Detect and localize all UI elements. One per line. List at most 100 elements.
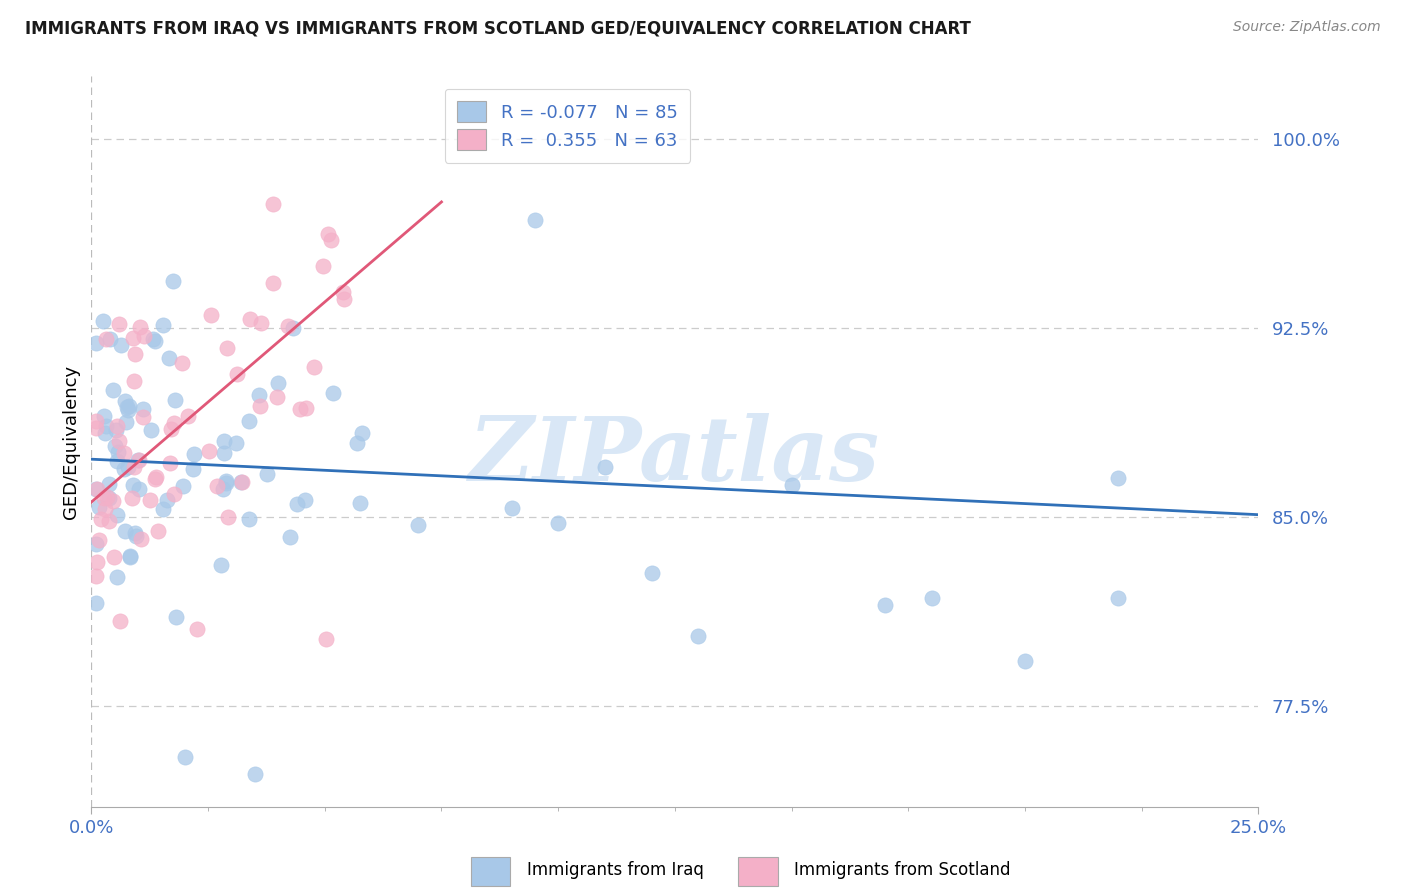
Point [124,347,146,361]
Point [93,409,115,423]
Point [107,454,129,468]
Point [156,492,179,507]
Text: IMMIGRANTS FROM IRAQ VS IMMIGRANTS FROM SCOTLAND GED/EQUIVALENCY CORRELATION CHA: IMMIGRANTS FROM IRAQ VS IMMIGRANTS FROM … [25,20,972,37]
Point [215,475,238,489]
Point [122,375,145,389]
Point [84,414,107,428]
Point [96,332,118,346]
Point [266,390,288,404]
Point [1107,471,1129,485]
Point [114,524,136,538]
Point [346,435,368,450]
Point [120,549,142,564]
Point [278,530,301,544]
Point [319,233,342,247]
Point [152,318,174,333]
Point [212,434,235,449]
Point [256,467,278,481]
Point [134,328,156,343]
Point [183,446,205,460]
Point [142,332,165,346]
Point [124,526,146,541]
Point [238,414,260,428]
Point [121,491,143,505]
Point [105,419,128,434]
Point [122,331,145,345]
Point [352,425,374,440]
Point [593,459,616,474]
Text: Immigrants from Iraq: Immigrants from Iraq [527,861,704,879]
Text: Immigrants from Scotland: Immigrants from Scotland [794,861,1011,879]
Point [129,532,152,546]
Point [91,314,114,328]
Point [231,475,253,490]
Text: Source: ZipAtlas.com: Source: ZipAtlas.com [1233,20,1381,34]
Point [132,410,155,425]
Point [163,487,186,501]
Point [217,509,239,524]
Legend: R = -0.077   N = 85, R =  0.355   N = 63: R = -0.077 N = 85, R = 0.355 N = 63 [444,88,690,162]
Point [101,493,124,508]
Point [84,336,107,351]
Point [304,359,326,374]
Point [122,459,145,474]
Point [312,260,335,274]
Point [132,401,155,416]
Point [117,460,139,475]
Text: ZIPatlas: ZIPatlas [470,413,880,500]
Point [200,308,222,322]
Point [177,409,200,424]
Point [98,491,121,505]
Point [165,610,187,624]
Point [501,501,523,516]
Y-axis label: GED/Equivalency: GED/Equivalency [62,365,80,518]
Point [86,555,108,569]
Point [84,596,107,610]
Point [285,497,308,511]
Point [90,512,112,526]
Point [322,385,344,400]
Point [159,456,181,470]
Point [231,475,253,489]
Point [86,482,108,496]
Point [105,570,128,584]
Point [89,500,111,515]
Point [148,524,170,538]
Point [921,591,943,605]
Point [173,749,195,764]
Point [523,212,546,227]
Point [120,550,142,565]
Point [145,470,167,484]
Point [247,388,270,402]
Point [87,533,110,548]
Point [172,356,194,370]
Point [295,401,318,416]
Point [238,512,260,526]
Point [101,383,124,397]
Point [283,320,305,334]
Point [165,393,187,408]
Point [84,421,107,435]
Point [294,493,316,508]
Point [290,402,312,417]
Point [212,482,235,496]
Point [316,227,339,241]
Point [94,419,117,434]
Point [104,423,127,437]
Point [160,422,183,436]
Point [277,318,299,333]
Point [104,439,127,453]
Point [128,482,150,496]
Point [125,529,148,543]
Point [873,598,896,612]
Point [97,477,120,491]
Point [197,444,219,458]
Point [110,338,132,352]
Point [114,415,136,429]
Point [129,320,152,334]
Point [84,482,107,496]
Point [128,452,150,467]
Point [117,402,139,417]
Point [108,317,131,331]
Point [250,316,273,330]
